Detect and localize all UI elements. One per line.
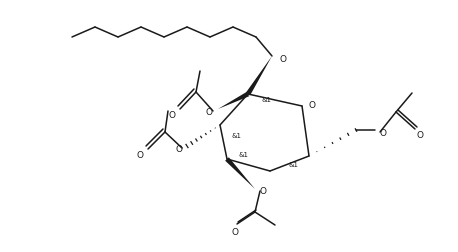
Polygon shape: [218, 92, 249, 110]
Text: &1: &1: [262, 97, 272, 103]
Text: O: O: [175, 144, 182, 153]
Text: &1: &1: [289, 161, 299, 167]
Text: O: O: [416, 131, 424, 140]
Text: O: O: [309, 100, 316, 109]
Text: O: O: [280, 54, 287, 63]
Text: O: O: [260, 187, 267, 196]
Text: &1: &1: [239, 151, 249, 158]
Text: O: O: [136, 150, 143, 159]
Text: O: O: [168, 110, 175, 119]
Text: O: O: [206, 107, 213, 116]
Polygon shape: [225, 158, 255, 189]
Polygon shape: [246, 57, 272, 96]
Text: O: O: [231, 228, 239, 237]
Text: O: O: [380, 128, 387, 137]
Text: &1: &1: [232, 133, 242, 138]
